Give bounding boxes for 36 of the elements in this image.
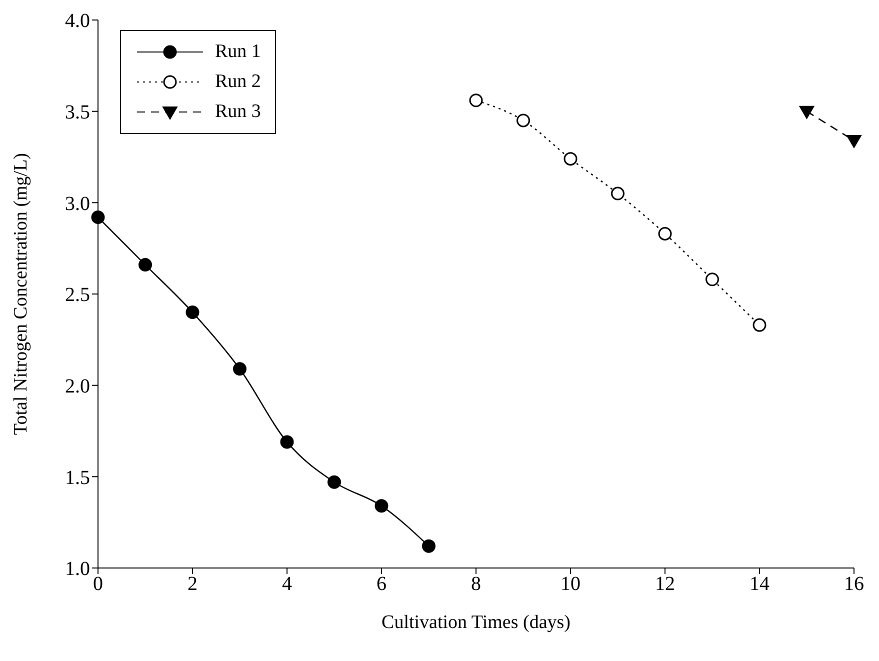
point [611, 186, 624, 200]
legend-label: Run 1 [215, 41, 261, 63]
x-tick-label: 12 [655, 573, 675, 596]
point [706, 272, 719, 286]
legend-label: Run 3 [215, 101, 261, 123]
x-tick-label: 6 [376, 573, 386, 596]
y-tick-label: 3.5 [65, 101, 90, 124]
x-tick-label: 10 [560, 573, 580, 596]
point [469, 94, 483, 108]
point [516, 114, 530, 128]
x-tick-label: 16 [844, 573, 864, 596]
point [422, 539, 436, 553]
point [374, 499, 388, 513]
point [280, 435, 294, 449]
point [328, 475, 341, 489]
x-tick-label: 2 [188, 573, 198, 596]
y-tick-label: 2.0 [65, 375, 90, 398]
x-axis-title: Cultivation Times (days) [382, 612, 570, 633]
point [91, 210, 105, 224]
x-tick-label: 8 [471, 573, 481, 596]
x-tick-label: 14 [750, 573, 770, 596]
point [564, 152, 578, 166]
x-tick-label: 0 [93, 573, 103, 596]
y-tick-label: 1.0 [65, 558, 90, 580]
x-tick-label: 4 [282, 573, 292, 596]
point [658, 226, 672, 240]
y-tick-label: 3.0 [65, 192, 90, 215]
y-axis-title: Total Nitrogen Concentration (mg/L) [10, 152, 32, 436]
y-tick-label: 1.5 [65, 466, 90, 489]
y-tick-label: 4.0 [65, 10, 90, 32]
legend-label: Run 2 [215, 71, 261, 93]
point [138, 258, 152, 272]
point [233, 362, 246, 376]
y-tick-label: 2.5 [65, 284, 90, 306]
point [186, 306, 200, 320]
point [752, 318, 766, 332]
